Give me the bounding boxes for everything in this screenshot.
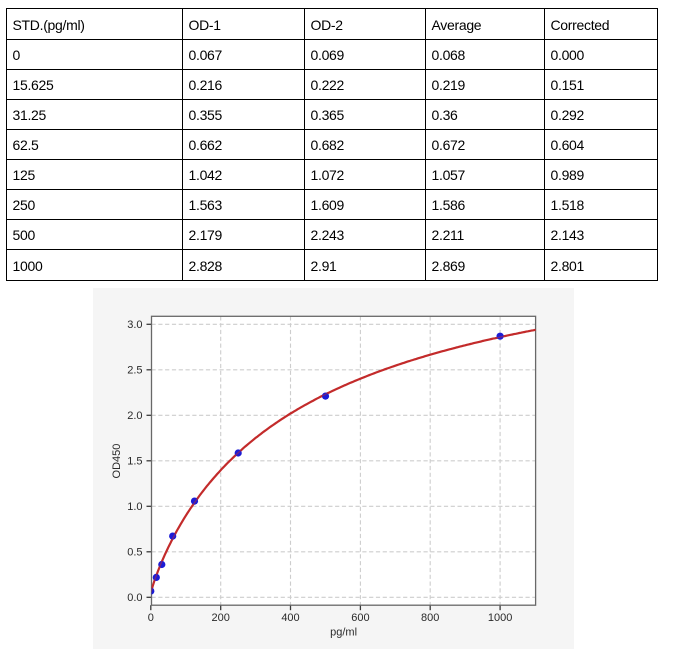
- svg-text:pg/ml: pg/ml: [330, 627, 357, 639]
- svg-text:600: 600: [351, 612, 369, 624]
- svg-text:1.5: 1.5: [127, 456, 142, 468]
- svg-text:2.5: 2.5: [127, 365, 142, 377]
- svg-text:OD450: OD450: [111, 444, 123, 479]
- svg-text:2.0: 2.0: [127, 410, 142, 422]
- svg-text:200: 200: [212, 612, 230, 624]
- svg-text:0.5: 0.5: [127, 547, 142, 559]
- svg-text:800: 800: [421, 612, 439, 624]
- svg-text:0.0: 0.0: [127, 592, 142, 604]
- svg-text:3.0: 3.0: [127, 319, 142, 331]
- svg-text:400: 400: [281, 612, 299, 624]
- svg-text:1000: 1000: [488, 612, 512, 624]
- svg-text:0: 0: [148, 612, 154, 624]
- svg-text:1.0: 1.0: [127, 501, 142, 513]
